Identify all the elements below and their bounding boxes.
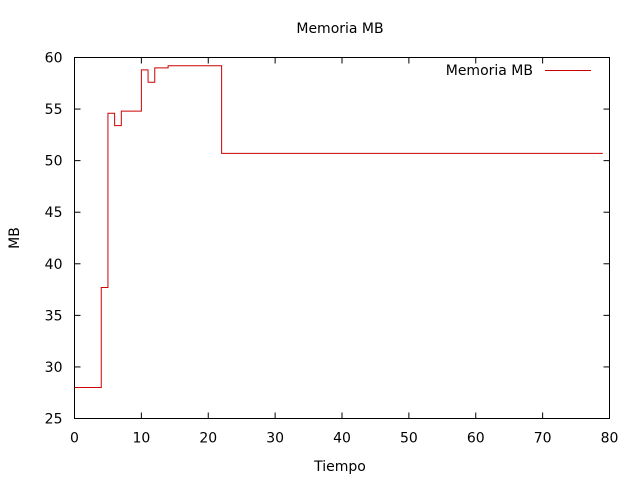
x-tick-label: 10	[132, 431, 150, 447]
y-tick-label: 55	[45, 102, 63, 118]
x-tick-label: 80	[601, 431, 619, 447]
plot-frame	[74, 57, 610, 419]
y-tick-label: 35	[45, 308, 63, 324]
x-tick-label: 70	[534, 431, 552, 447]
x-axis-label: Tiempo	[313, 459, 366, 475]
y-tick-label: 50	[45, 154, 63, 170]
x-axis: 0 10 20 30 40 50 60 70 80	[70, 57, 619, 447]
y-tick-label: 45	[45, 205, 63, 221]
y-axis-label: MB	[7, 227, 23, 249]
y-axis: 25 30 35 40 45 50 55 60	[45, 51, 610, 428]
legend: Memoria MB	[446, 63, 591, 79]
x-tick-label: 20	[199, 431, 217, 447]
x-tick-label: 50	[400, 431, 418, 447]
x-tick-label: 30	[266, 431, 284, 447]
y-tick-label: 25	[45, 412, 63, 428]
series-layer	[74, 65, 603, 389]
y-tick-label: 40	[45, 257, 63, 273]
x-tick-label: 60	[467, 431, 485, 447]
x-tick-label: 0	[70, 431, 79, 447]
series-line-0	[74, 65, 603, 389]
x-tick-label: 40	[333, 431, 351, 447]
y-tick-label: 30	[45, 360, 63, 376]
y-tick-label: 60	[45, 51, 63, 67]
chart-title: Memoria MB	[296, 21, 383, 37]
legend-label: Memoria MB	[446, 63, 533, 79]
